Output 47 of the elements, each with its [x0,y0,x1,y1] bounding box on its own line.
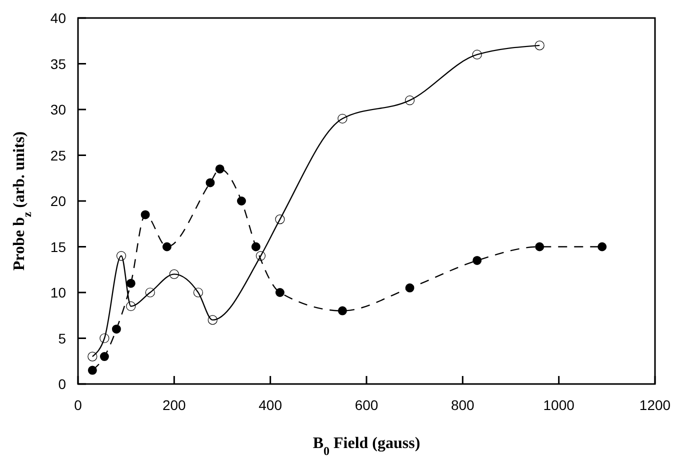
y-tick-label: 25 [50,147,66,164]
x-tick-label: 1200 [639,397,671,413]
y-tick-label: 15 [50,238,66,255]
point [145,288,155,298]
point [100,333,110,344]
point [405,283,414,292]
x-tick-label: 1000 [543,397,575,413]
point [100,352,109,362]
point [126,301,136,312]
point [275,288,284,297]
point [236,196,246,206]
point [88,366,97,375]
point [126,278,136,288]
y-tick-label: 20 [50,193,66,209]
point [251,242,260,252]
y-tick-label: 35 [50,56,66,72]
point [88,352,98,362]
point [140,210,150,220]
y-tick-label: 10 [50,284,66,300]
x-tick-label: 400 [258,397,282,413]
point [162,242,172,252]
y-tick-label: 40 [50,10,66,26]
y-tick-label: 0 [58,376,66,392]
point [598,242,607,252]
x-axis-title: B$_{0}$ Field (gauss) [312,435,420,458]
point [472,256,482,265]
point [215,164,224,174]
point [275,214,285,224]
x-tick-label: 0 [74,397,82,413]
point [472,50,482,60]
x-tick-label: 200 [162,397,186,413]
x-tick-label: 800 [450,397,475,413]
point [206,178,215,188]
point [535,242,544,252]
point [338,306,347,316]
point [116,251,126,261]
point [169,269,179,279]
point [338,114,348,124]
point [256,251,266,261]
y-tick-label: 5 [58,330,66,346]
point [208,315,218,325]
point [534,40,544,50]
point [193,288,204,298]
x-tick-label: 600 [354,397,378,413]
y-tick-label: 30 [50,102,66,118]
point [112,324,121,334]
point [404,96,415,106]
